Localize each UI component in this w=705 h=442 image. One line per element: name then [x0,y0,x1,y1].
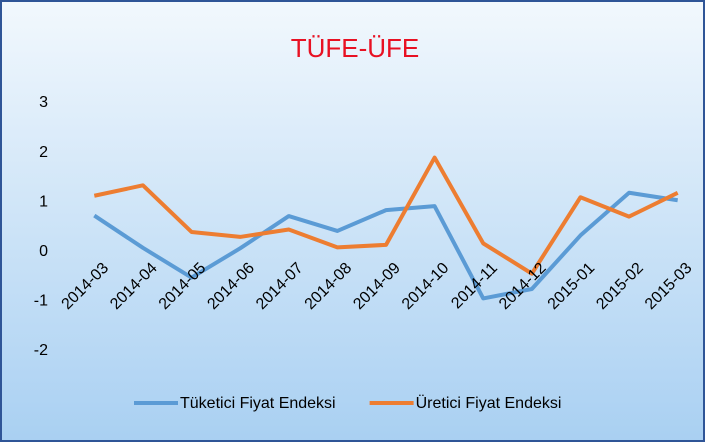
y-tick-label: 2 [39,144,48,161]
series-line [93,190,678,301]
y-tick-label: -1 [34,293,48,310]
y-tick-label: 0 [39,243,48,260]
y-tick-label: -2 [34,342,48,359]
legend-label: Tüketici Fiyat Endeksi [180,395,336,412]
legend-label: Üretici Fiyat Endeksi [416,394,562,412]
chart-title: TÜFE-ÜFE [291,33,420,63]
y-tick-label: 1 [39,193,48,210]
y-tick-label: 3 [39,94,48,111]
series-line [93,155,679,276]
